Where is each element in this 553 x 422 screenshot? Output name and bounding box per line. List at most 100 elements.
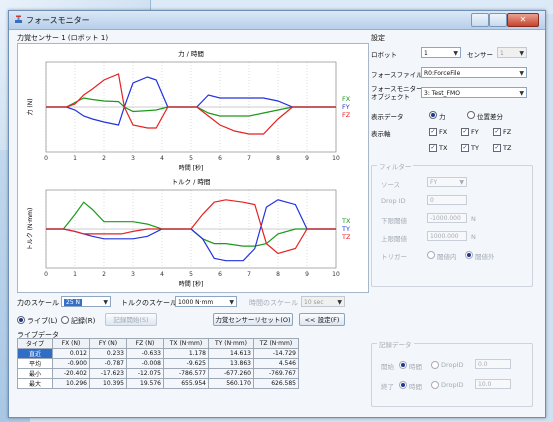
radio-record-label: 記録(R) [71, 317, 96, 325]
sensor-value: 1 [500, 50, 504, 57]
radio-end-time[interactable] [399, 381, 407, 389]
table-header-row: タイプ FX (N) FY (N) FZ (N) TX (N·mm) TY (N… [17, 338, 299, 349]
chart-1-x-tick-label: 4 [160, 155, 164, 162]
checkbox-fz[interactable]: ✓ [493, 128, 501, 136]
radio-trigger-outside-label: 閾値外 [475, 253, 495, 261]
end-input[interactable]: 10.0 [475, 379, 511, 389]
chart-1-title: 力 / 時間 [178, 49, 204, 58]
chart-1-legend-fz: FZ [342, 111, 351, 119]
source-select[interactable]: FY ▼ [427, 177, 467, 187]
chart-1-y-axis-label: 力 (N) [26, 98, 34, 115]
radio-live-label: ライブ(L) [27, 317, 58, 325]
radio-display-position[interactable] [467, 111, 475, 119]
row-label: 最小 [17, 368, 53, 379]
radio-end-time-label: 時間 [409, 383, 422, 391]
start-input[interactable]: 0.0 [475, 359, 511, 369]
close-button[interactable]: ✕ [507, 13, 539, 27]
table-row[interactable]: 最大 10.296 10.395 19.576 655.954 560.170 … [17, 378, 299, 389]
col-header: TY (N·mm) [208, 338, 254, 349]
monitor-object-select[interactable]: 3: Test_FMO ▼ [421, 87, 527, 98]
chart-1-x-tick-label: 7 [247, 155, 251, 162]
torque-scale-select[interactable]: 1000 N·mm ▼ [175, 296, 237, 307]
chart-1-x-tick-label: 6 [218, 155, 222, 162]
cell: 0.012 [52, 348, 90, 359]
sensor-heading: 力覚センサー 1 (ロボット 1) [17, 34, 109, 42]
cell: -0.787 [89, 358, 127, 369]
cell: 14.613 [208, 348, 254, 359]
upper-threshold-input[interactable]: 1000.000 [427, 231, 467, 241]
display-data-label: 表示データ [371, 113, 404, 121]
radio-display-force[interactable] [429, 111, 437, 119]
radio-trigger-inside-label: 閾値内 [437, 253, 457, 261]
chart-1-x-tick-label: 0 [44, 155, 48, 162]
force-file-select[interactable]: R0:ForceFile ▼ [421, 67, 527, 78]
force-monitor-window: フォースモニター ✕ 力覚センサー 1 (ロボット 1) 力 / 時間 0 1 2 3 4… [8, 10, 546, 418]
minimize-button[interactable] [471, 13, 489, 27]
chart-2-x-tick-label: 9 [305, 271, 309, 278]
display-axis-label: 表示軸 [371, 130, 391, 138]
radio-end-dropid-label: DropID [441, 381, 464, 389]
title-bar[interactable]: フォースモニター ✕ [9, 11, 545, 30]
cell: -0.900 [52, 358, 90, 369]
time-scale-select[interactable]: 10 sec ▼ [301, 296, 345, 307]
scale-row: 力のスケール 25 N ▼ トルクのスケール 1000 N·mm ▼ 時間のスケ… [17, 296, 367, 310]
radio-display-position-label: 位置差分 [477, 113, 503, 121]
upper-threshold-unit: N [471, 233, 476, 241]
cell: 19.576 [126, 378, 164, 389]
robot-select[interactable]: 1 ▼ [421, 47, 461, 58]
cell: 1.178 [163, 348, 209, 359]
force-file-value: R0:ForceFile [424, 70, 461, 77]
checkbox-tz-label: TZ [503, 144, 512, 152]
chart-1-x-tick-label: 1 [73, 155, 77, 162]
force-file-label: フォースファイル [371, 71, 423, 79]
sensor-select[interactable]: 1 ▼ [497, 47, 527, 58]
checkbox-fx[interactable]: ✓ [429, 128, 437, 136]
checkbox-tx[interactable]: ✓ [429, 144, 437, 152]
radio-trigger-outside[interactable] [465, 251, 473, 259]
radio-display-force-label: 力 [439, 113, 446, 121]
chart-1-x-tick-label: 10 [332, 155, 340, 162]
table-row[interactable]: 最小 -20.402 -17.623 -12.075 -786.577 -677… [17, 368, 299, 379]
chart-1-x-axis-label: 時間 [秒] [179, 164, 204, 172]
reset-sensor-button[interactable]: 力覚センサーリセット(O) [213, 313, 293, 326]
cell: -786.577 [163, 368, 209, 379]
radio-start-dropid[interactable] [431, 361, 439, 369]
chart-1-legend-fy: FY [342, 103, 350, 111]
lower-threshold-input[interactable]: -1000.000 [427, 213, 467, 223]
radio-end-dropid[interactable] [431, 381, 439, 389]
chart-1-legend-fx: FX [342, 95, 351, 103]
source-value: FY [430, 179, 438, 186]
chart-2-y-axis-label: トルク (N·mm) [27, 208, 34, 251]
checkbox-fy[interactable]: ✓ [461, 128, 469, 136]
radio-trigger-inside[interactable] [427, 251, 435, 259]
chart-2-x-tick-label: 8 [276, 271, 280, 278]
radio-start-time[interactable] [399, 361, 407, 369]
checkbox-tz[interactable]: ✓ [493, 144, 501, 152]
chevron-down-icon: ▼ [519, 70, 524, 77]
row-label: 直近 [17, 348, 53, 359]
cell: -0.008 [126, 358, 164, 369]
end-label: 終了 [381, 383, 394, 391]
chart-1-x-tick-label: 9 [305, 155, 309, 162]
checkbox-fx-label: FX [439, 128, 448, 136]
torque-scale-value: 1000 N·mm [178, 299, 214, 306]
live-data-table: タイプ FX (N) FY (N) FZ (N) TX (N·mm) TY (N… [17, 338, 299, 389]
chart-2-title: トルク / 時間 [172, 178, 211, 186]
time-scale-label: 時間のスケール [249, 299, 298, 307]
force-scale-select[interactable]: 25 N ▼ [61, 296, 111, 307]
checkbox-ty[interactable]: ✓ [461, 144, 469, 152]
radio-live[interactable] [17, 316, 25, 324]
chevron-down-icon: ▼ [103, 299, 108, 306]
settings-toggle-button[interactable]: << 設定(F) [299, 313, 345, 326]
col-header: FZ (N) [126, 338, 164, 349]
torque-scale-label: トルクのスケール [121, 299, 177, 307]
dropid-label: Drop ID [381, 197, 406, 205]
record-start-button[interactable]: 記録開始(S) [105, 313, 157, 326]
chart-1-x-tick-label: 8 [276, 155, 280, 162]
table-row[interactable]: 平均 -0.900 -0.787 -0.008 -9.625 13.863 4.… [17, 358, 299, 369]
table-row[interactable]: 直近 0.012 0.233 -0.633 1.178 14.613 -14.7… [17, 348, 299, 359]
maximize-button[interactable] [489, 13, 507, 27]
dropid-input[interactable]: 0 [427, 195, 467, 205]
radio-record[interactable] [61, 316, 69, 324]
